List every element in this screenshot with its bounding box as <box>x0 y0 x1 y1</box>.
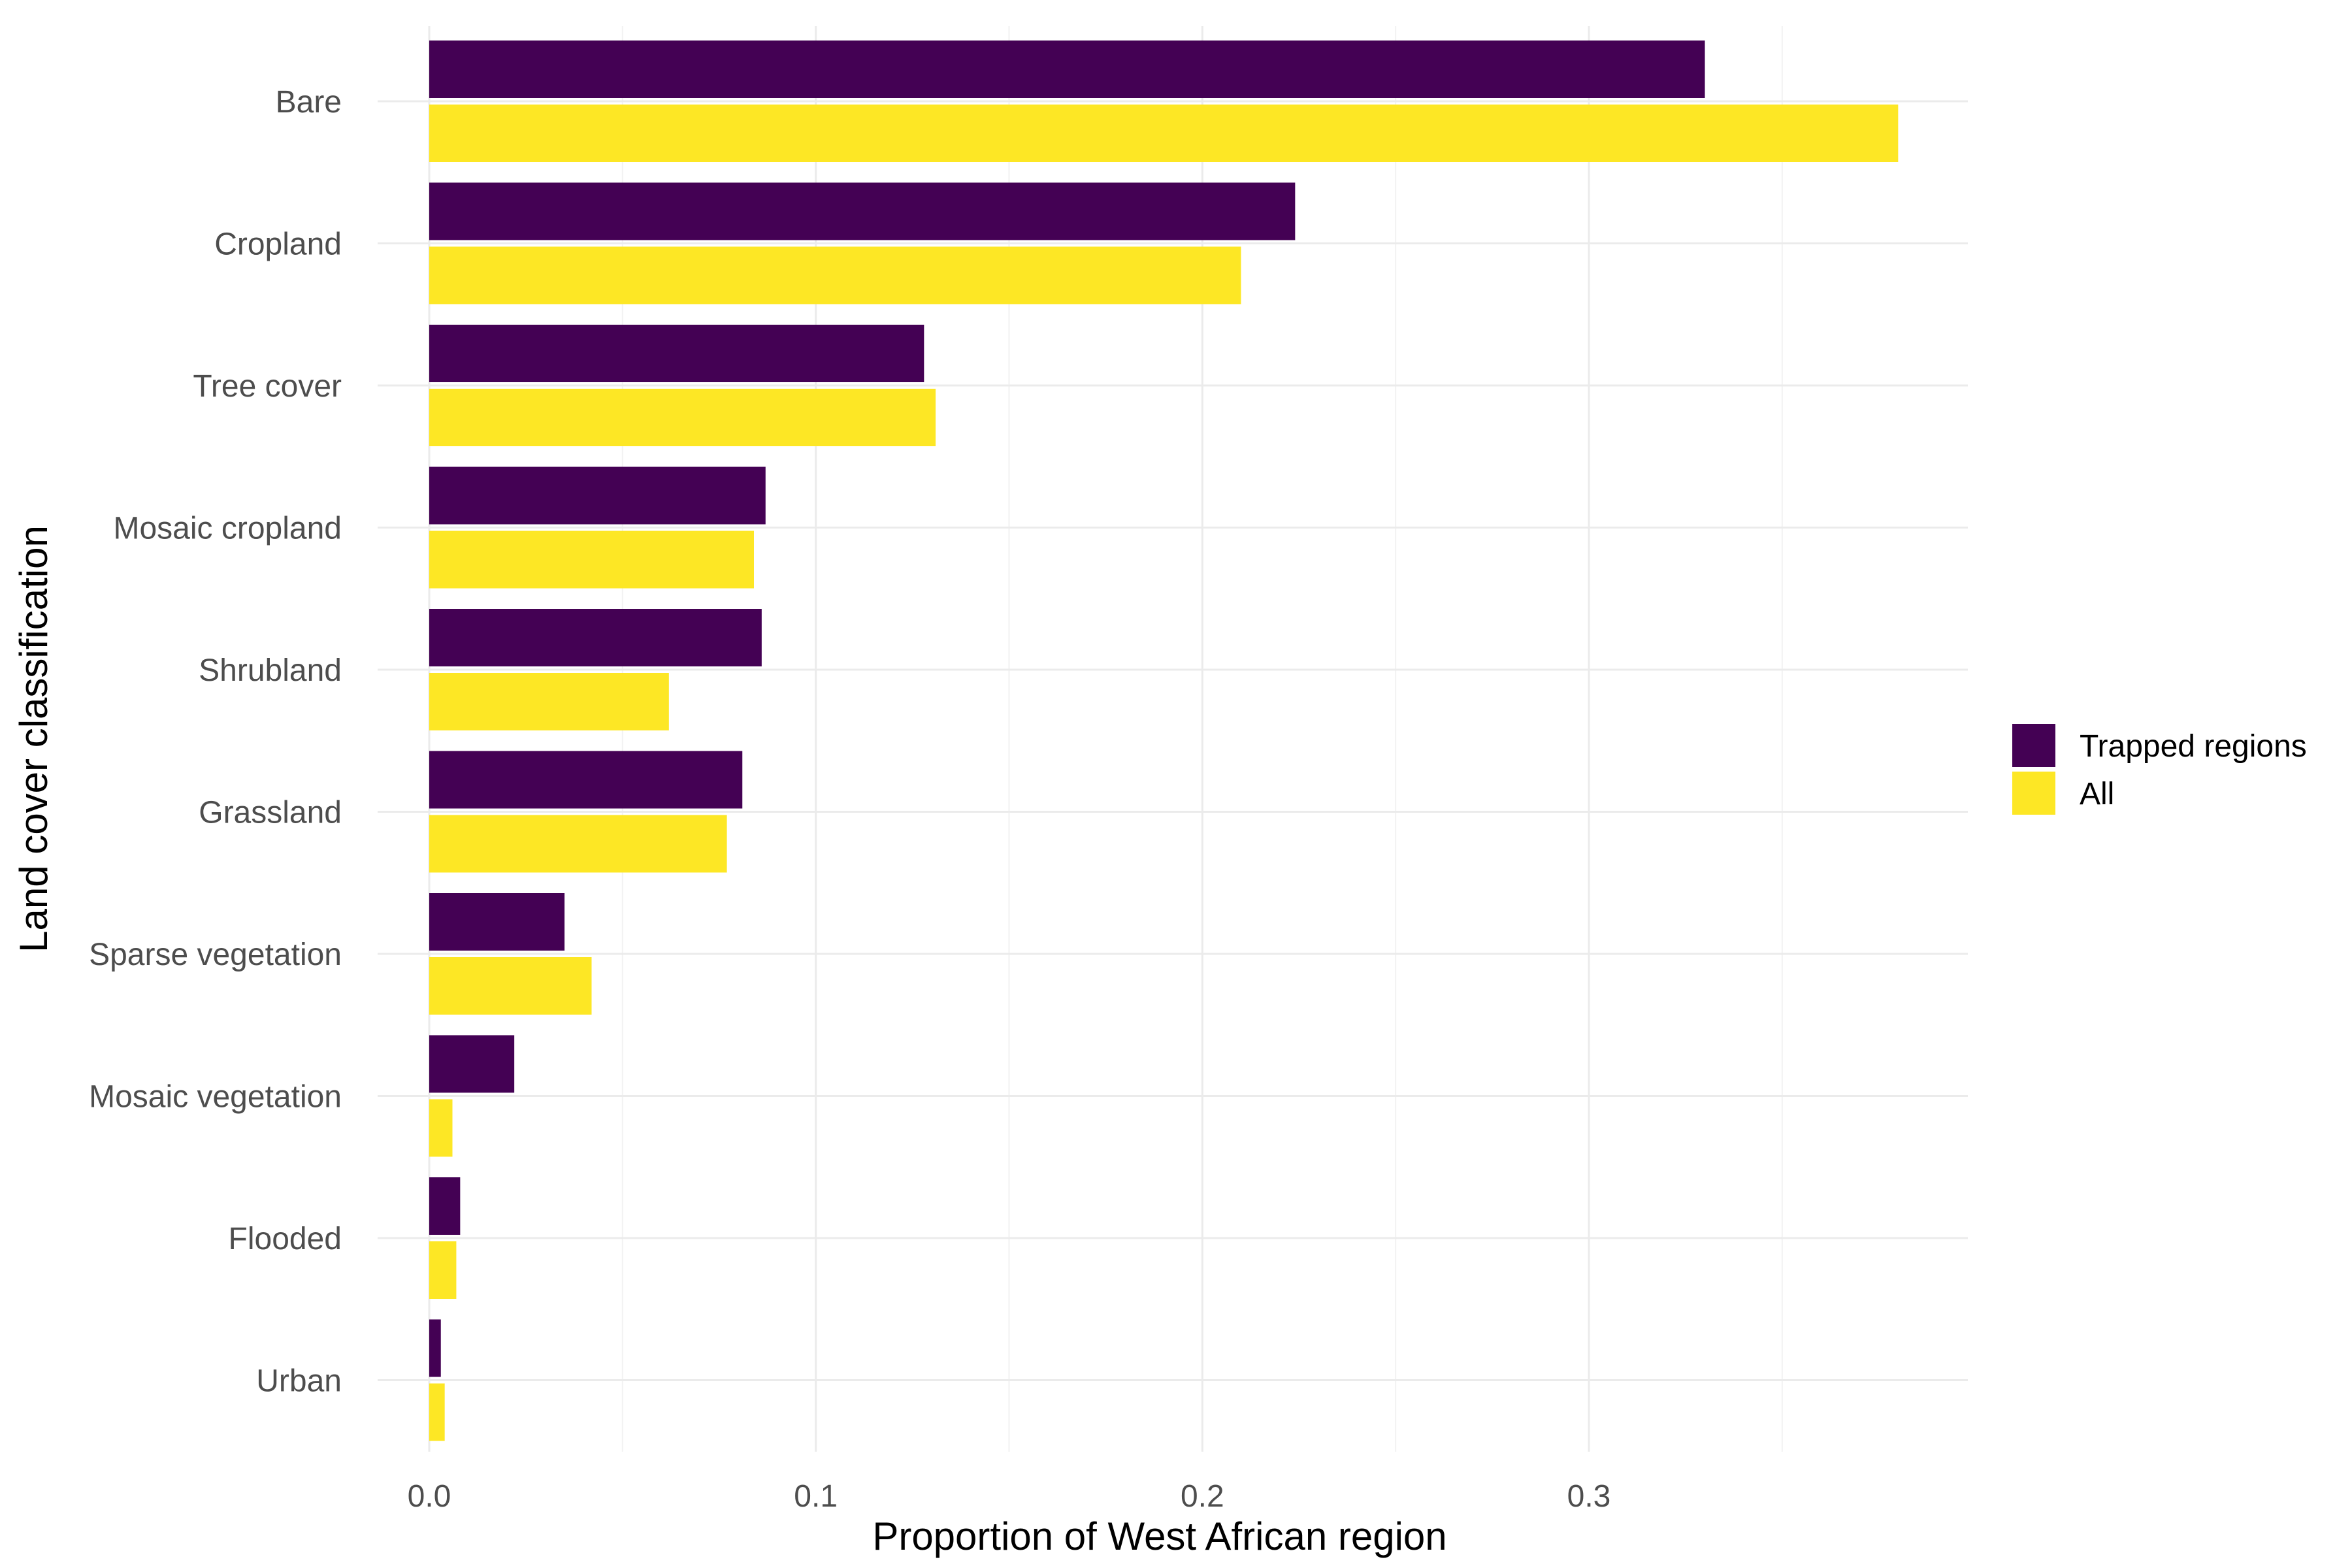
legend: Trapped regions All <box>2012 724 2307 815</box>
y-tick-label: Sparse vegetation <box>89 938 342 972</box>
bar <box>429 1383 445 1441</box>
y-tick-label: Mosaic vegetation <box>89 1080 342 1115</box>
bar <box>429 246 1241 304</box>
bar <box>429 531 754 589</box>
bar <box>429 609 762 666</box>
y-tick-label: Tree cover <box>193 369 342 404</box>
legend-swatch <box>2012 724 2055 767</box>
x-tick-label: 0.2 <box>1181 1479 1224 1514</box>
bar <box>429 893 565 951</box>
y-tick-label: Urban <box>256 1364 342 1399</box>
y-tick-label: Cropland <box>214 227 342 262</box>
bar <box>429 41 1705 98</box>
legend-swatch <box>2012 772 2055 815</box>
bar <box>429 751 743 809</box>
bar <box>429 815 727 873</box>
bar <box>429 1035 515 1093</box>
bars <box>429 41 1899 1441</box>
legend-label: All <box>2080 777 2114 811</box>
y-axis-ticks: Bare Cropland Tree cover Mosaic cropland Shr… <box>89 85 342 1399</box>
bar <box>429 325 924 382</box>
y-axis-title: Land cover classification <box>12 525 56 953</box>
x-tick-label: 0.1 <box>794 1479 838 1514</box>
x-axis-title: Proportion of West African region <box>872 1514 1446 1558</box>
bar <box>429 389 936 446</box>
bar <box>429 1177 461 1235</box>
x-tick-label: 0.3 <box>1567 1479 1611 1514</box>
y-tick-label: Grassland <box>199 796 342 830</box>
bar <box>429 1319 441 1377</box>
bar <box>429 673 669 730</box>
x-axis-ticks: 0.0 0.1 0.2 0.3 <box>408 1479 1611 1514</box>
bar <box>429 1241 457 1299</box>
legend-label: Trapped regions <box>2080 729 2307 764</box>
y-tick-label: Flooded <box>229 1222 342 1256</box>
bar <box>429 466 766 525</box>
bar <box>429 105 1899 162</box>
bar <box>429 1099 453 1157</box>
x-tick-label: 0.0 <box>408 1479 451 1514</box>
bar <box>429 957 592 1015</box>
y-tick-label: Mosaic cropland <box>114 512 342 546</box>
bar <box>429 182 1296 240</box>
y-tick-label: Bare <box>276 85 342 120</box>
y-tick-label: Shrubland <box>199 653 342 688</box>
